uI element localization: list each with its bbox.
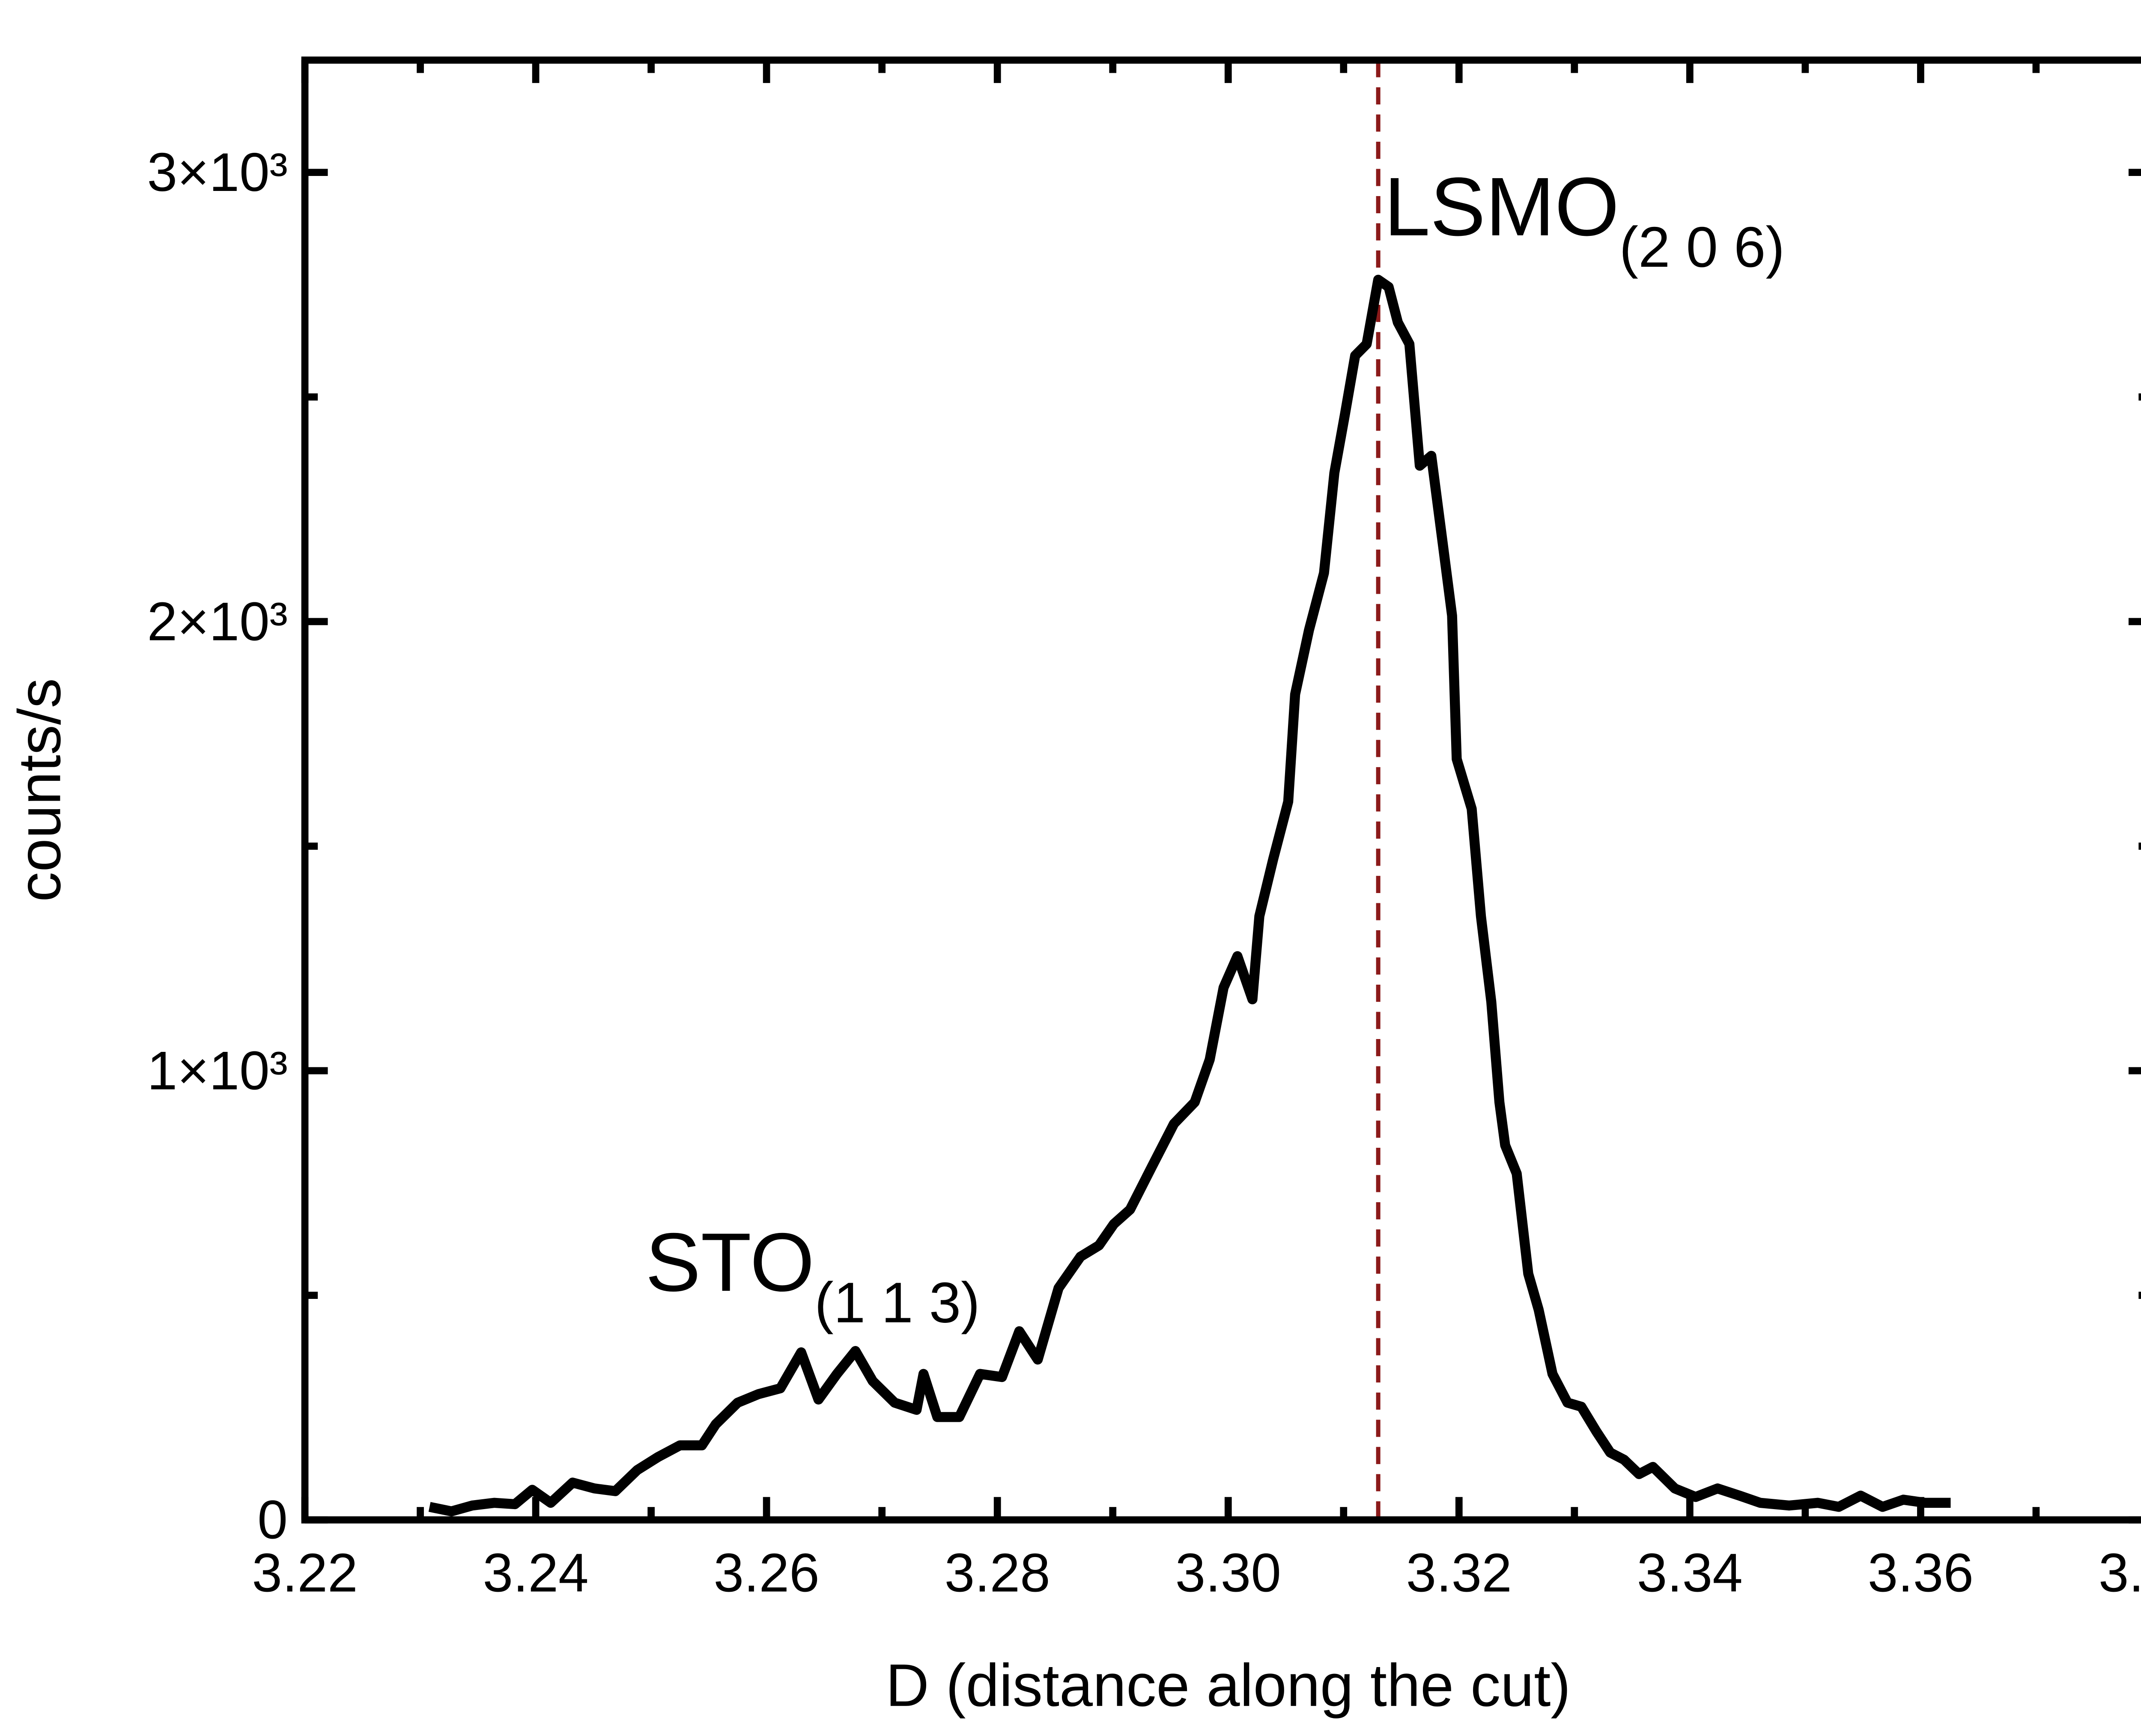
annotation-text: LSMO [1384,161,1619,253]
x-tick-label: 3.24 [483,1542,588,1603]
x-tick-label: 3.30 [1175,1542,1281,1603]
y-tick-label: 1×10³ [147,1040,288,1101]
x-tick-label: 3.34 [1637,1542,1743,1603]
annotation-subscript: (1 1 3) [814,1271,980,1335]
x-axis-label: D (distance along the cut) [886,1652,1571,1719]
x-tick-label: 3.36 [1868,1542,1974,1603]
data-line [428,274,1951,1516]
annotation: STO(1 1 3) [645,1216,980,1335]
y-axis-label: counts/s [6,678,73,902]
annotation: LSMO(2 0 6) [1384,161,1785,280]
x-tick-label: 3.38 [2099,1542,2141,1603]
annotation-text: STO [645,1216,814,1309]
plot-frame [301,57,2141,1524]
x-tick-label: 3.22 [252,1542,358,1603]
x-tick-label: 3.32 [1406,1542,1512,1603]
y-tick-label: 3×10³ [147,142,288,202]
y-tick-label: 0 [257,1489,288,1550]
x-tick-label: 3.26 [714,1542,820,1603]
y-tick-label: 2×10³ [147,591,288,652]
x-tick-label: 3.28 [945,1542,1050,1603]
annotation-subscript: (2 0 6) [1619,215,1785,279]
